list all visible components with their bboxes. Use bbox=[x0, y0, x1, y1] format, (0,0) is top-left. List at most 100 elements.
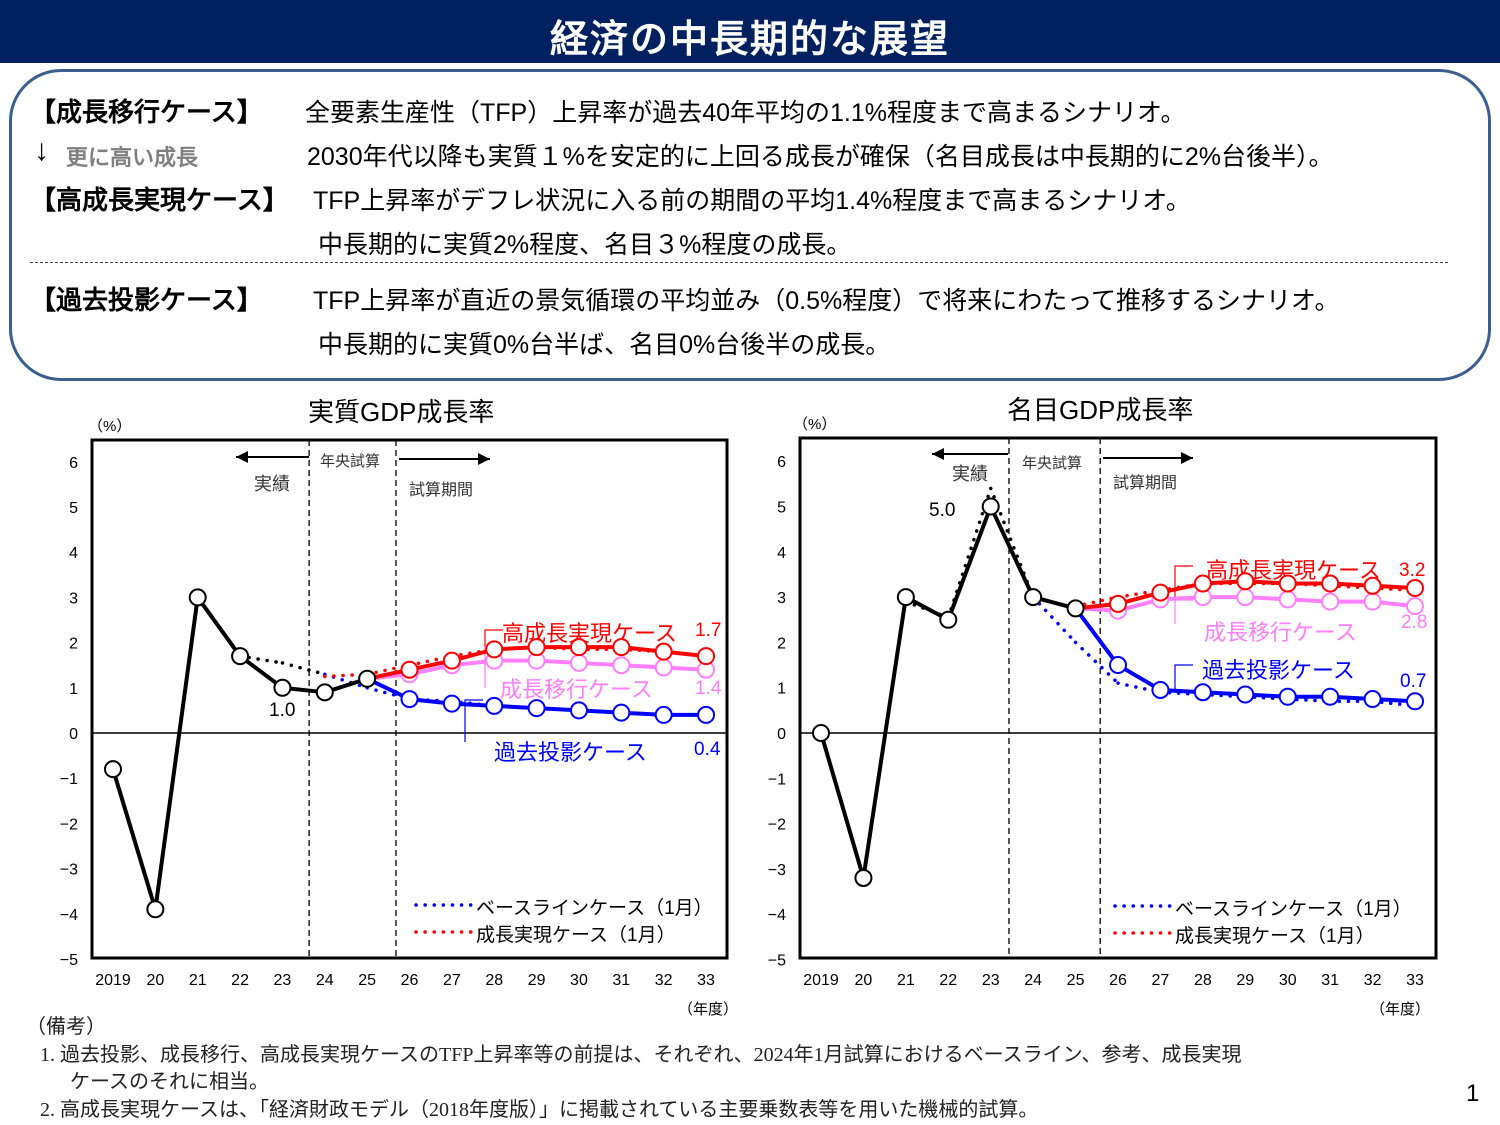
real-data-point bbox=[654, 705, 673, 724]
transition-case-text: 全要素生産性（TFP）上昇率が過去40年平均の1.1%程度まで高まるシナリオ。 bbox=[305, 99, 1186, 127]
nominal-data-point bbox=[1024, 588, 1043, 607]
nominal-x-tick-label: 21 bbox=[897, 972, 915, 989]
header-bar bbox=[0, 0, 1500, 63]
real-y-tick-label: 3 bbox=[69, 590, 78, 607]
real-x-tick-label: 2019 bbox=[95, 972, 131, 989]
real-x-tick-label: 31 bbox=[612, 972, 630, 989]
real-data-point bbox=[315, 683, 334, 702]
real-data-point bbox=[569, 638, 588, 657]
nominal-data-point bbox=[1278, 574, 1297, 593]
real-transition-case-label: 成長移行ケース bbox=[500, 677, 653, 702]
real-y-tick-label: −3 bbox=[60, 862, 78, 879]
real-x-tick-label: 21 bbox=[189, 972, 207, 989]
real-x-tick-label: 20 bbox=[146, 972, 164, 989]
real-data-point bbox=[485, 640, 504, 659]
nominal-x-tick-label: 31 bbox=[1321, 972, 1339, 989]
summary-box bbox=[9, 69, 1491, 381]
real-data-point bbox=[527, 699, 546, 718]
nominal-data-point bbox=[1321, 592, 1340, 611]
nominal-data-point bbox=[1278, 590, 1297, 609]
real-legend-high-jan: 成長実現ケース（1月） bbox=[476, 925, 676, 946]
nominal-data-point bbox=[1066, 599, 1085, 618]
higher-growth-text: 2030年代以降も実質１%を安定的に上回る成長が確保（名目成長は中長期的に2%台… bbox=[307, 143, 1334, 171]
real-x-tick-label: 22 bbox=[231, 972, 249, 989]
nominal-transition-case-label: 成長移行ケース bbox=[1204, 620, 1357, 645]
nominal-x-tick-label: 28 bbox=[1194, 972, 1212, 989]
nominal-projection-label: 試算期間 bbox=[1113, 475, 1178, 492]
nominal-data-point bbox=[854, 868, 873, 887]
real-legend-baseline: ベースラインケース（1月） bbox=[476, 898, 713, 919]
nominal-data-point bbox=[1363, 592, 1382, 611]
real-past-end-value: 0.4 bbox=[694, 739, 721, 760]
real-data-point bbox=[146, 900, 165, 919]
nominal-data-point bbox=[896, 588, 915, 607]
nominal-data-point bbox=[1151, 583, 1170, 602]
nominal-actual-label: 実績 bbox=[952, 464, 988, 484]
nominal-data-point bbox=[812, 724, 830, 742]
real-data-point bbox=[442, 651, 461, 670]
nominal-data-point bbox=[981, 497, 1000, 516]
nominal-arrowhead-icon bbox=[932, 448, 944, 460]
transition-case-label: 【成長移行ケース】 bbox=[30, 97, 263, 127]
real-dotted-series-segment bbox=[280, 661, 327, 676]
real-2023-value: 1.0 bbox=[269, 700, 296, 721]
nominal-x-tick-label: 2019 bbox=[803, 972, 839, 989]
nominal-data-point bbox=[1236, 572, 1255, 591]
nominal-dotted-series-segment bbox=[1073, 640, 1120, 685]
real-data-point bbox=[188, 588, 207, 607]
nominal-y-tick-label: 2 bbox=[777, 635, 786, 652]
note-1-cont: ケースのそれに相当。 bbox=[70, 1071, 269, 1093]
real-series-line bbox=[111, 595, 368, 912]
nominal-data-point bbox=[1406, 579, 1425, 598]
nominal-y-tick-label: −3 bbox=[768, 862, 786, 879]
real-y-unit: （%） bbox=[88, 418, 132, 435]
divider bbox=[30, 262, 1448, 263]
real-x-tick-label: 29 bbox=[528, 972, 546, 989]
real-y-tick-label: −1 bbox=[60, 771, 78, 788]
nominal-past-end-value: 0.7 bbox=[1400, 671, 1427, 692]
nominal-x-tick-label: 25 bbox=[1067, 972, 1085, 989]
high-case-text-2: 中長期的に実質2%程度、名目３%程度の成長。 bbox=[318, 231, 852, 259]
nominal-data-point bbox=[1236, 685, 1255, 704]
nominal-data-point bbox=[1406, 597, 1425, 616]
nominal-legend-baseline: ベースラインケース（1月） bbox=[1175, 899, 1412, 920]
real-y-tick-label: 5 bbox=[69, 500, 78, 517]
nominal-y-tick-label: 4 bbox=[777, 545, 786, 562]
page-number: 1 bbox=[1466, 1080, 1480, 1107]
real-y-tick-label: −5 bbox=[60, 952, 78, 969]
nominal-y-tick-label: −4 bbox=[768, 907, 786, 924]
past-case-text-2: 中長期的に実質0%台半ば、名目0%台後半の成長。 bbox=[318, 331, 891, 359]
real-y-tick-label: 6 bbox=[69, 455, 78, 472]
nominal-x-tick-label: 24 bbox=[1024, 972, 1042, 989]
real-data-point bbox=[442, 694, 461, 713]
real-midyear-label: 年央試算 bbox=[320, 453, 381, 470]
nominal-midyear-label: 年央試算 bbox=[1022, 455, 1083, 472]
nominal-2023-value: 5.0 bbox=[929, 500, 956, 521]
nominal-data-point bbox=[939, 610, 958, 629]
real-arrowhead-icon bbox=[236, 451, 248, 463]
nominal-x-tick-label: 26 bbox=[1109, 972, 1127, 989]
nominal-data-point bbox=[1109, 656, 1128, 675]
real-data-point bbox=[358, 669, 377, 688]
nominal-past-case-label: 過去投影ケース bbox=[1202, 658, 1355, 683]
real-x-tick-label: 23 bbox=[274, 972, 292, 989]
note-1: 1. 過去投影、成長移行、高成長実現ケースのTFP上昇率等の前提は、それぞれ、2… bbox=[40, 1044, 1242, 1066]
real-data-point bbox=[697, 647, 716, 666]
nominal-x-tick-label: 32 bbox=[1364, 972, 1382, 989]
nominal-y-tick-label: 3 bbox=[777, 590, 786, 607]
nominal-x-tick-label: 27 bbox=[1152, 972, 1170, 989]
nominal-data-point bbox=[1363, 690, 1382, 709]
real-label-leader bbox=[464, 699, 483, 742]
past-case-label: 【過去投影ケース】 bbox=[30, 285, 263, 315]
nominal-y-tick-label: 6 bbox=[777, 454, 786, 471]
real-data-point bbox=[104, 760, 122, 779]
nominal-gdp-chart-title: 名目GDP成長率 bbox=[1007, 395, 1194, 425]
real-plot-frame bbox=[90, 438, 729, 960]
real-gdp-chart-title: 実質GDP成長率 bbox=[308, 397, 495, 427]
nominal-y-unit: （%） bbox=[793, 416, 837, 433]
real-data-point bbox=[612, 638, 631, 657]
nominal-data-point bbox=[1109, 594, 1128, 613]
nominal-data-point bbox=[1406, 692, 1425, 711]
real-x-tick-label: 28 bbox=[485, 972, 503, 989]
nominal-x-tick-label: 20 bbox=[855, 972, 873, 989]
